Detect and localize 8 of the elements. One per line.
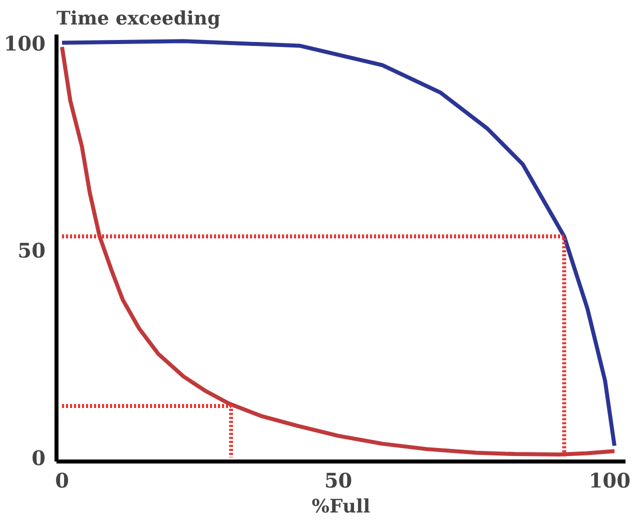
y-axis-title: Time exceeding [56,8,220,30]
y-tick-label: 0 [32,446,46,470]
x-tick-label: 0 [55,468,69,492]
y-tick-label: 100 [4,31,46,56]
y-tick-label: 50 [18,238,46,263]
x-tick-label: 50 [324,468,352,492]
x-tick-label: 100 [588,468,630,492]
x-axis-title: %Full [312,496,370,518]
